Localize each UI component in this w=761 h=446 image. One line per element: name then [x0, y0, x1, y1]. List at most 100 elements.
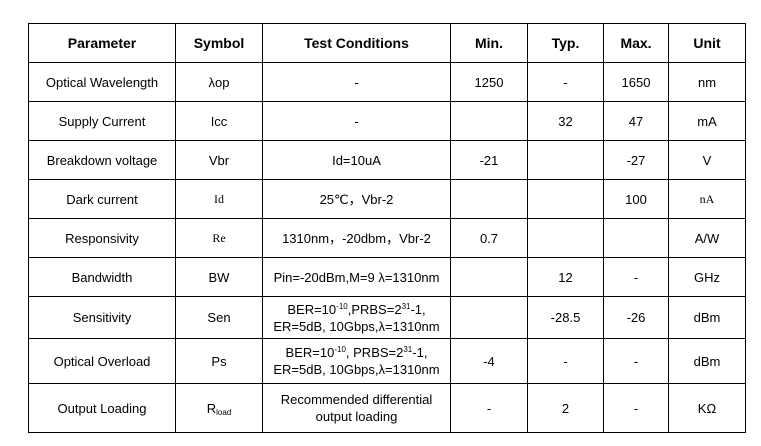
- typ-cell: 12: [527, 257, 604, 297]
- unit-cell: V: [668, 140, 746, 180]
- unit-cell: nm: [668, 62, 746, 102]
- text-segment: Id: [214, 191, 224, 206]
- typ-cell: -28.5: [527, 296, 604, 339]
- table-row: Sensitivity Sen BER=10-10,PRBS=231-1, ER=5d…: [28, 296, 746, 339]
- min-cell: [450, 257, 528, 297]
- condition-line: 1310nm，-20dbm，Vbr-2: [265, 230, 448, 247]
- test-conditions-cell: 25℃，Vbr-2: [262, 179, 451, 219]
- condition-line: Id=10uA: [265, 152, 448, 169]
- test-conditions-cell: -: [262, 101, 451, 141]
- text-segment: , PRBS=2: [345, 345, 404, 360]
- test-conditions-cell: BER=10-10, PRBS=231-1, ER=5dB, 10Gbps,λ=1…: [262, 338, 451, 384]
- test-conditions-cell: BER=10-10,PRBS=231-1, ER=5dB, 10Gbps,λ=13…: [262, 296, 451, 339]
- text-segment: BER=10: [287, 301, 337, 317]
- text-segment: Recommended differential: [280, 392, 433, 407]
- min-cell: [450, 179, 528, 219]
- text-segment: BER=10: [285, 345, 335, 360]
- max-cell: -: [603, 383, 669, 433]
- text-segment: -1,: [410, 301, 426, 317]
- parameter-cell: Sensitivity: [28, 296, 176, 339]
- text-segment: -10: [334, 345, 346, 354]
- text-segment: load: [216, 407, 232, 417]
- parameter-cell: Breakdown voltage: [28, 140, 176, 180]
- typ-cell: [527, 218, 604, 258]
- symbol-cell: Rload: [175, 383, 263, 433]
- min-cell: 0.7: [450, 218, 528, 258]
- condition-line: output loading: [265, 408, 448, 425]
- text-segment: 25℃，Vbr-2: [319, 191, 394, 207]
- table-row: Bandwidth BW Pin=-20dBm,M=9 λ=1310nm 12- GHz: [28, 257, 746, 297]
- parameter-cell: Optical Wavelength: [28, 62, 176, 102]
- table-row: Supply Current Icc - 32 47 mA: [28, 101, 746, 141]
- text-segment: Ps: [211, 353, 227, 369]
- condition-line: Recommended differential: [265, 391, 448, 408]
- text-segment: Re: [212, 230, 226, 245]
- column-header-unit: Unit: [668, 23, 746, 63]
- symbol-cell: λop: [175, 62, 263, 102]
- unit-cell: mA: [668, 101, 746, 141]
- text-segment: output loading: [315, 409, 398, 424]
- text-segment: -: [354, 113, 359, 129]
- test-conditions-cell: -: [262, 62, 451, 102]
- typ-cell: [527, 179, 604, 219]
- unit-cell: nA: [668, 179, 746, 219]
- parameter-cell: Supply Current: [28, 101, 176, 141]
- min-cell: 1250: [450, 62, 528, 102]
- condition-line: BER=10-10,PRBS=231-1,: [265, 301, 448, 318]
- text-segment: ,PRBS=2: [347, 301, 402, 317]
- min-cell: -4: [450, 338, 528, 384]
- symbol-cell: Id: [175, 179, 263, 219]
- max-cell: -27: [603, 140, 669, 180]
- parameter-cell: Output Loading: [28, 383, 176, 433]
- typ-cell: -: [527, 62, 604, 102]
- min-cell: -: [450, 383, 528, 433]
- unit-cell: KΩ: [668, 383, 746, 433]
- symbol-cell: Re: [175, 218, 263, 258]
- symbol-cell: Vbr: [175, 140, 263, 180]
- unit-cell: dBm: [668, 296, 746, 339]
- column-header-parameter: Parameter: [28, 23, 176, 63]
- max-cell: -: [603, 257, 669, 297]
- text-segment: ER=5dB, 10Gbps,λ=1310nm: [273, 318, 440, 334]
- table-row: Optical Wavelength λop -1250-1650 nm: [28, 62, 746, 102]
- table-row: Responsivity Re 1310nm，-20dbm，Vbr-2 0.7 A/W: [28, 218, 746, 258]
- text-segment: 31: [401, 301, 411, 311]
- test-conditions-cell: Id=10uA: [262, 140, 451, 180]
- text-segment: R: [206, 400, 217, 416]
- max-cell: -26: [603, 296, 669, 339]
- text-segment: -1,: [412, 345, 428, 360]
- condition-line: Pin=-20dBm,M=9 λ=1310nm: [265, 269, 448, 286]
- column-header-test-conditions: Test Conditions: [262, 23, 451, 63]
- text-segment: Pin=-20dBm,M=9 λ=1310nm: [273, 269, 440, 285]
- condition-line: -: [265, 113, 448, 130]
- text-segment: 31: [403, 345, 413, 354]
- condition-line: BER=10-10, PRBS=231-1,: [265, 344, 448, 361]
- symbol-cell: Icc: [175, 101, 263, 141]
- condition-line: ER=5dB, 10Gbps,λ=1310nm: [265, 318, 448, 335]
- unit-cell: GHz: [668, 257, 746, 297]
- parameter-cell: Optical Overload: [28, 338, 176, 384]
- unit-cell: dBm: [668, 338, 746, 384]
- condition-line: 25℃，Vbr-2: [265, 191, 448, 208]
- condition-line: -: [265, 74, 448, 91]
- text-segment: λop: [208, 74, 230, 90]
- text-segment: Icc: [210, 113, 228, 129]
- text-segment: 1310nm，-20dbm，Vbr-2: [282, 230, 431, 246]
- text-segment: Vbr: [208, 152, 230, 168]
- typ-cell: 2: [527, 383, 604, 433]
- symbol-cell: Sen: [175, 296, 263, 339]
- text-segment: -: [354, 74, 359, 90]
- table-row: Dark current Id 25℃，Vbr-2 100 nA: [28, 179, 746, 219]
- unit-cell: A/W: [668, 218, 746, 258]
- typ-cell: 32: [527, 101, 604, 141]
- typ-cell: [527, 140, 604, 180]
- text-segment: Sen: [207, 310, 231, 325]
- test-conditions-cell: Pin=-20dBm,M=9 λ=1310nm: [262, 257, 451, 297]
- max-cell: 1650: [603, 62, 669, 102]
- parameter-cell: Responsivity: [28, 218, 176, 258]
- text-segment: ER=5dB, 10Gbps,λ=1310nm: [273, 362, 440, 377]
- test-conditions-cell: 1310nm，-20dbm，Vbr-2: [262, 218, 451, 258]
- typ-cell: -: [527, 338, 604, 384]
- max-cell: 100: [603, 179, 669, 219]
- parameter-cell: Dark current: [28, 179, 176, 219]
